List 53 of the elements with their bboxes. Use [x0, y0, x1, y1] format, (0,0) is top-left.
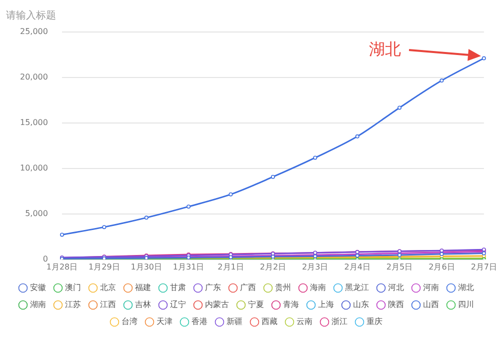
legend-label: 河南: [423, 283, 439, 292]
legend-label: 吉林: [135, 300, 151, 310]
legend-label: 河北: [388, 283, 404, 292]
x-tick-label: 2月4日: [344, 262, 370, 272]
legend-label: 海南: [310, 283, 326, 292]
legend-label: 黑龙江: [345, 283, 369, 292]
legend-label: 北京: [100, 283, 116, 292]
legend-label: 内蒙古: [205, 300, 229, 310]
legend-label: 台湾: [122, 317, 138, 326]
y-tick-label: 25,000: [20, 27, 48, 36]
x-tick-label: 1月28日: [46, 262, 78, 272]
y-tick-label: 5,000: [25, 209, 48, 218]
legend-label: 江苏: [65, 300, 81, 310]
legend-label: 福建: [135, 283, 151, 292]
legend-label: 宁夏: [248, 300, 264, 310]
legend-label: 天津: [156, 317, 172, 326]
legend-label: 香港: [192, 317, 208, 326]
legend-label: 重庆: [366, 317, 382, 326]
legend-label: 上海: [318, 300, 334, 310]
x-tick-label: 1月31日: [172, 262, 204, 272]
y-tick-label: 20,000: [20, 72, 48, 82]
legend-label: 安徽: [30, 283, 46, 292]
x-tick-label: 2月2日: [260, 262, 286, 272]
legend-label: 广西: [240, 283, 256, 292]
legend-label: 湖北: [458, 283, 474, 292]
legend-label: 湖南: [30, 300, 46, 310]
legend-label: 澳门: [65, 283, 81, 292]
legend-label: 云南: [296, 317, 312, 326]
y-tick-label: 10,000: [20, 164, 48, 173]
legend-label: 贵州: [275, 283, 291, 292]
legend-label: 四川: [458, 300, 474, 310]
legend-label: 山东: [353, 300, 369, 310]
legend-label: 广东: [205, 283, 221, 292]
x-tick-label: 2月5日: [386, 262, 413, 272]
chart-title: 请输入标题: [6, 10, 56, 22]
legend-label: 辽宁: [170, 300, 186, 310]
legend-label: 江西: [100, 300, 116, 310]
y-tick-label: 0: [42, 254, 48, 264]
x-tick-label: 1月30日: [130, 262, 162, 272]
annotation: 湖北: [368, 39, 401, 58]
x-tick-label: 2月3日: [302, 262, 328, 272]
legend-label: 甘肃: [170, 283, 186, 292]
x-tick-label: 1月29日: [88, 262, 120, 272]
y-tick-label: 15,000: [20, 118, 48, 128]
legend-label: 陕西: [388, 300, 404, 310]
legend-label: 西藏: [262, 317, 278, 326]
legend-label: 新疆: [226, 317, 242, 326]
x-tick-label: 2月1日: [218, 262, 244, 272]
x-tick-label: 2月6日: [428, 262, 455, 272]
legend-label: 浙江: [332, 317, 348, 326]
x-tick-label: 2月7日: [470, 262, 498, 272]
legend-label: 山西: [423, 300, 439, 310]
legend-label: 青海: [283, 300, 299, 310]
